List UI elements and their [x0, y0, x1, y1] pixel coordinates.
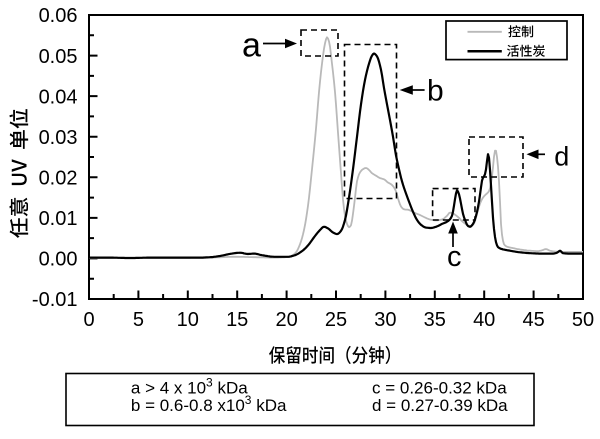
- svg-text:45: 45: [522, 309, 544, 331]
- svg-text:40: 40: [473, 309, 495, 331]
- svg-text:b: b: [427, 74, 444, 107]
- svg-text:d: d: [554, 141, 569, 171]
- svg-text:10: 10: [177, 309, 199, 331]
- svg-text:0.02: 0.02: [39, 168, 78, 190]
- svg-text:-0.01: -0.01: [32, 289, 78, 311]
- svg-text:30: 30: [374, 309, 396, 331]
- svg-text:b = 0.6-0.8 x103 kDa: b = 0.6-0.8 x103 kDa: [131, 393, 287, 415]
- svg-text:0.04: 0.04: [39, 86, 78, 108]
- svg-text:5: 5: [133, 309, 144, 331]
- svg-text:a > 4 x 103 kDa: a > 4 x 103 kDa: [131, 375, 248, 397]
- svg-text:20: 20: [275, 309, 297, 331]
- svg-text:0.00: 0.00: [39, 249, 78, 271]
- svg-text:15: 15: [226, 309, 248, 331]
- svg-text:a: a: [242, 27, 261, 65]
- svg-text:0.06: 0.06: [39, 5, 78, 27]
- svg-text:0.05: 0.05: [39, 46, 78, 68]
- svg-text:0.01: 0.01: [39, 208, 78, 230]
- svg-text:c: c: [447, 241, 462, 273]
- svg-text:d = 0.27-0.39 kDa: d = 0.27-0.39 kDa: [372, 396, 508, 415]
- svg-text:0: 0: [83, 309, 94, 331]
- svg-text:25: 25: [325, 309, 347, 331]
- svg-text:50: 50: [572, 309, 594, 331]
- svg-text:35: 35: [424, 309, 446, 331]
- svg-text:c = 0.26-0.32 kDa: c = 0.26-0.32 kDa: [372, 378, 507, 397]
- svg-text:0.03: 0.03: [39, 127, 78, 149]
